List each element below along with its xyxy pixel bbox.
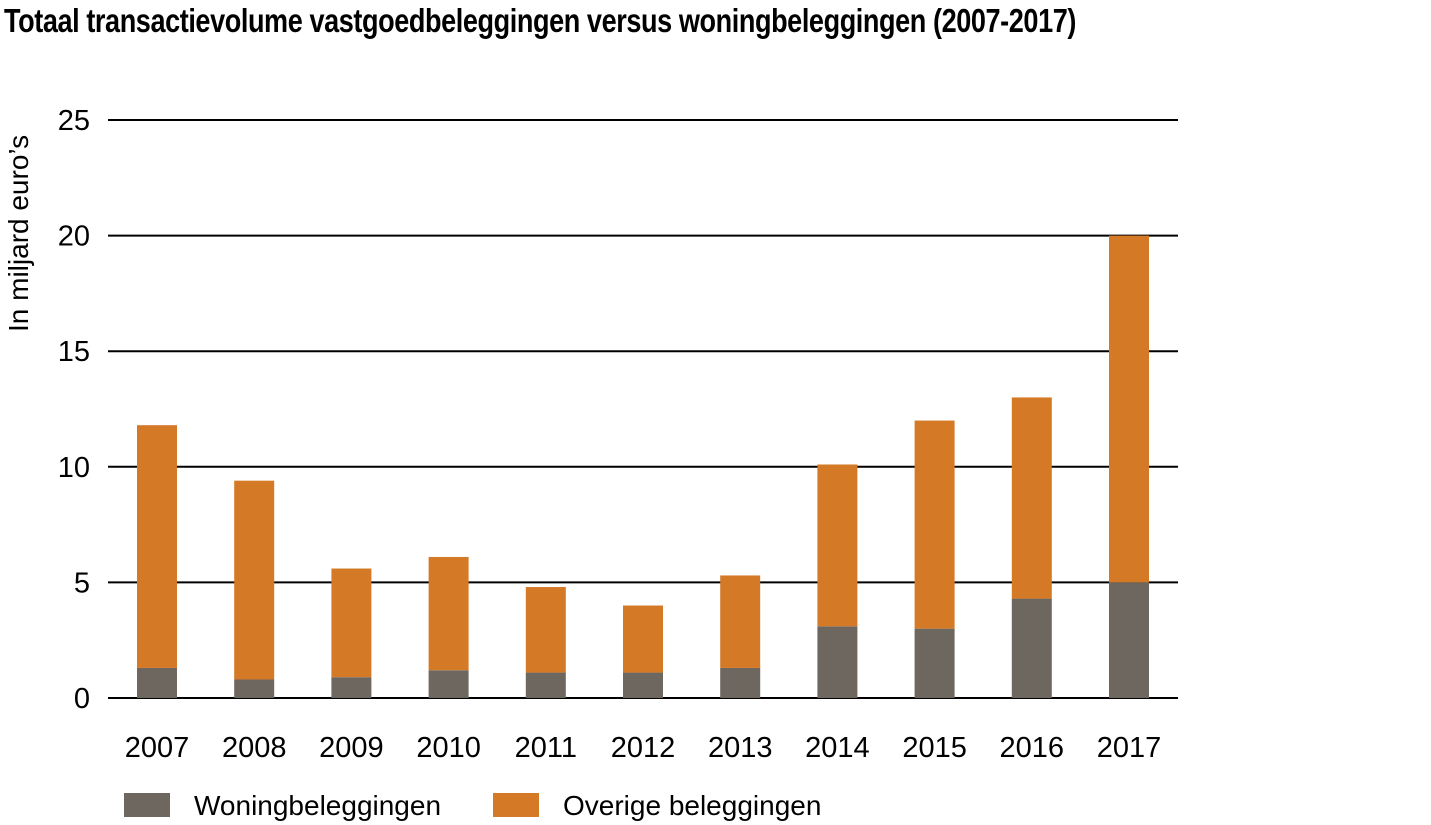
bar-segment — [914, 628, 955, 698]
x-tick-label: 2012 — [611, 732, 676, 764]
bar-segment — [137, 667, 177, 698]
bar-segment — [137, 425, 177, 668]
y-axis-label: In miljard euro’s — [3, 135, 34, 332]
x-tick-label: 2010 — [416, 732, 481, 764]
bar-segment — [914, 420, 955, 629]
bar-segment — [525, 672, 566, 698]
x-tick-label: 2008 — [222, 732, 287, 764]
x-tick-label: 2016 — [1000, 732, 1065, 764]
bar-segment — [720, 667, 761, 698]
legend-swatch — [124, 793, 170, 817]
legend-swatch — [493, 793, 539, 817]
y-tick-label: 0 — [74, 683, 90, 715]
x-tick-label: 2017 — [1097, 732, 1162, 764]
y-tick-label: 15 — [58, 336, 90, 368]
y-tick-label: 10 — [58, 452, 90, 484]
bar-segment — [1109, 235, 1149, 583]
x-tick-label: 2007 — [125, 732, 190, 764]
y-tick-label: 5 — [74, 567, 90, 599]
bar-segment — [623, 605, 663, 673]
x-tick-label: 2011 — [515, 732, 577, 764]
bar-segment — [817, 626, 858, 698]
bar-segment — [428, 556, 469, 671]
x-tick-label: 2013 — [708, 732, 773, 764]
bar-segment — [234, 679, 275, 698]
bar-segment — [1011, 397, 1052, 599]
x-tick-label: 2014 — [805, 732, 870, 764]
bar-segment — [817, 464, 858, 627]
bar-segment — [525, 587, 566, 673]
bar-segment — [623, 672, 663, 698]
bar-segment — [331, 677, 372, 698]
legend-label: Overige beleggingen — [563, 790, 821, 821]
chart-title: Totaal transactievolume vastgoedbeleggin… — [4, 2, 1076, 39]
y-tick-label: 20 — [58, 221, 90, 253]
bar-segment — [720, 575, 761, 668]
legend-label: Woningbeleggingen — [194, 790, 441, 821]
bar-segment — [428, 670, 469, 698]
bar-segment — [331, 568, 372, 678]
bar-segment — [1109, 582, 1149, 698]
x-tick-label: 2009 — [319, 732, 384, 764]
bar-segment — [234, 480, 275, 680]
bar-segment — [1011, 598, 1052, 698]
x-tick-label: 2015 — [902, 732, 967, 764]
y-tick-label: 25 — [58, 105, 90, 137]
